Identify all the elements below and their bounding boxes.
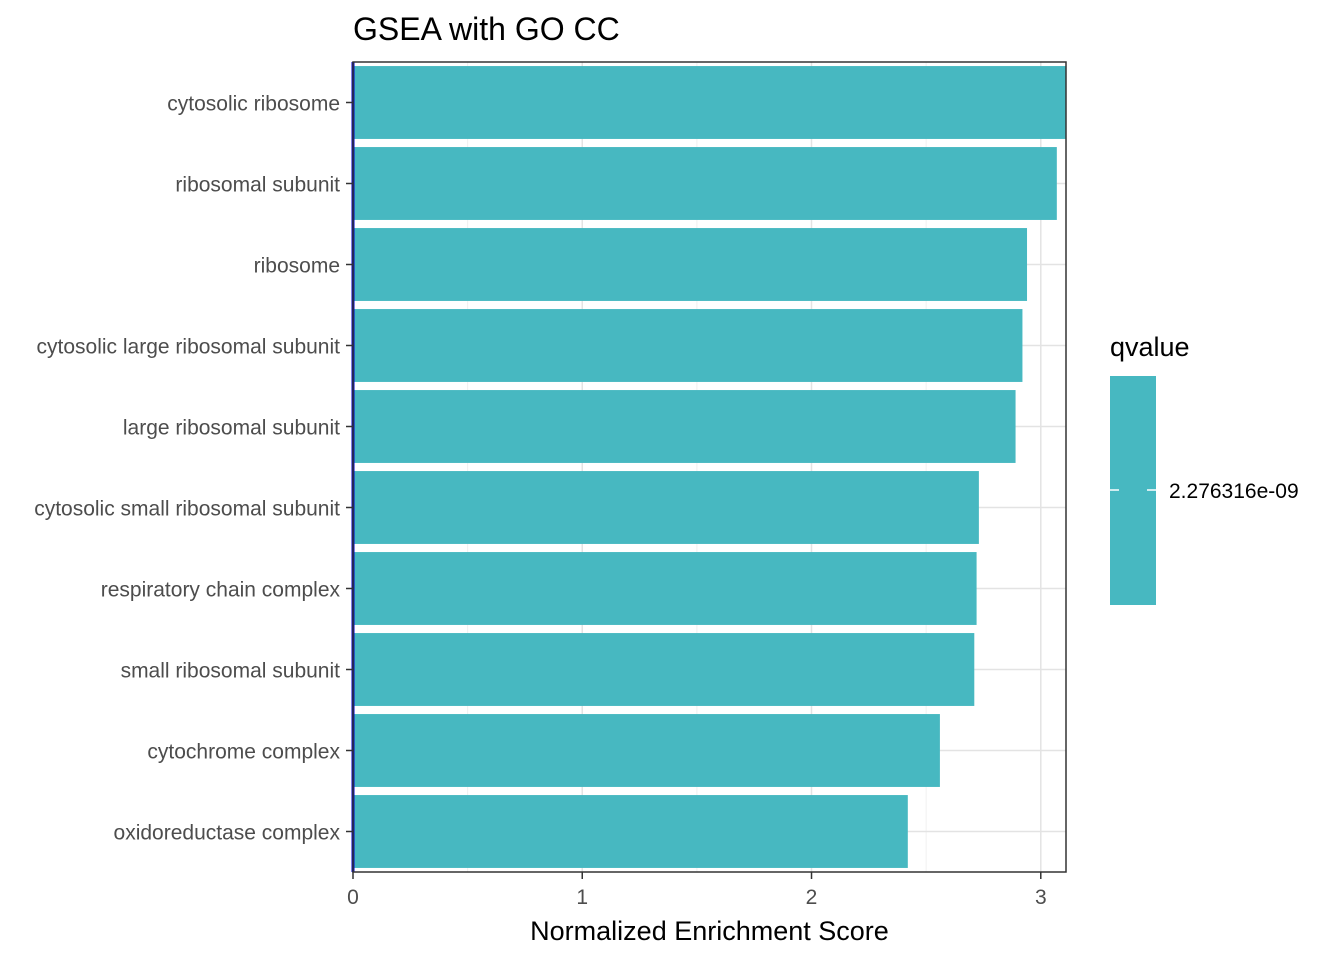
bar [353,633,975,706]
x-axis: 0 1 2 3 [347,872,1047,909]
x-tick-label: 0 [347,886,359,909]
legend-label: 2.276316e-09 [1169,480,1299,503]
x-tick-label: 3 [1035,886,1047,909]
bar [353,147,1057,220]
y-tick-label: large ribosomal subunit [123,417,340,440]
y-tick-label: cytochrome complex [147,741,340,764]
x-tick-label: 1 [576,886,588,909]
legend: qvalue 2.276316e-09 [1110,332,1299,605]
bar [353,795,908,868]
y-tick-label: ribosomal subunit [175,174,340,197]
y-tick-label: small ribosomal subunit [121,660,341,683]
y-tick-label: respiratory chain complex [101,579,341,602]
bar [353,66,1066,139]
legend-title: qvalue [1110,332,1190,362]
x-tick-label: 2 [806,886,818,909]
bar [353,714,940,787]
bars [353,66,1066,868]
bar [353,390,1016,463]
bar [353,309,1023,382]
y-axis: cytosolic ribosome ribosomal subunit ribos… [34,93,353,845]
y-tick-label: cytosolic ribosome [167,93,340,116]
y-tick-label: ribosome [254,255,340,278]
bar [353,228,1028,301]
bar [353,471,979,544]
bar [353,552,977,625]
y-tick-label: cytosolic small ribosomal subunit [34,498,340,521]
x-axis-label: Normalized Enrichment Score [530,916,889,946]
y-tick-label: cytosolic large ribosomal subunit [37,336,341,359]
chart-title: GSEA with GO CC [353,11,620,47]
plot-panel-border [352,61,1067,873]
y-tick-label: oxidoreductase complex [114,822,341,845]
